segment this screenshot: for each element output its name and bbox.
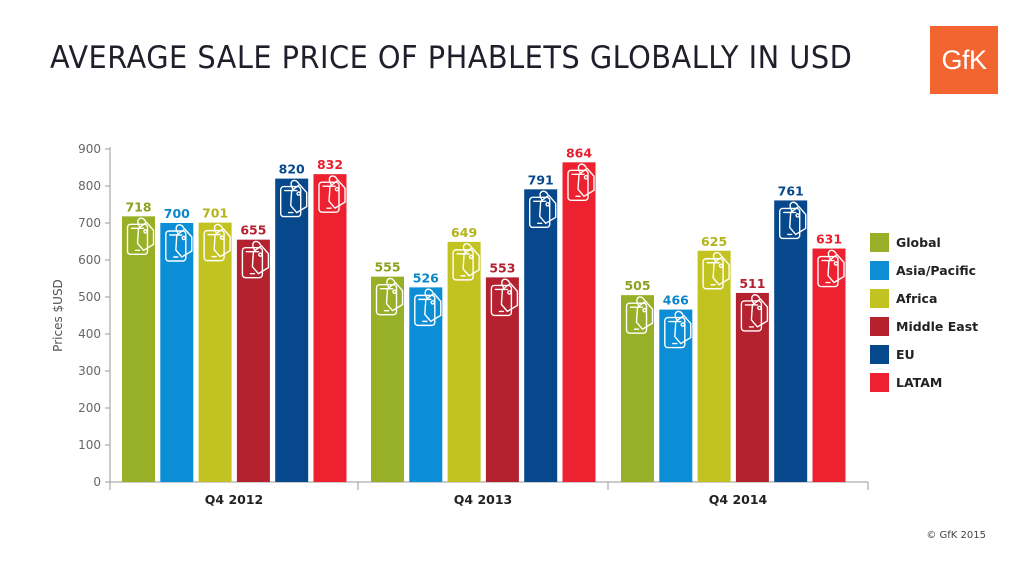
chart-title: AVERAGE SALE PRICE OF PHABLETS GLOBALLY … (50, 40, 853, 76)
bar-value-label: 505 (624, 278, 650, 293)
bar-value-label: 631 (816, 232, 842, 247)
bar-middle-east (236, 239, 270, 482)
gfk-logo-text: GfK (941, 44, 987, 75)
bar-eu (774, 200, 808, 482)
bar-latam (562, 162, 596, 482)
legend-item: LATAM (870, 372, 978, 393)
y-tick-label: 200 (78, 401, 101, 415)
x-category-label: Q4 2014 (709, 492, 768, 507)
phone-price-tag-icon (490, 278, 519, 317)
phone-price-tag-icon (241, 240, 270, 279)
legend-label: EU (896, 347, 915, 362)
x-category-label: Q4 2012 (205, 492, 263, 507)
phone-price-tag-icon (280, 179, 308, 218)
bar-value-label: 553 (489, 260, 515, 275)
legend-item: Asia/Pacific (870, 260, 978, 281)
bar-value-label: 761 (778, 183, 804, 198)
phone-price-tag-icon (529, 190, 557, 229)
chart-legend: Global Asia/Pacific Africa Middle East EU LAT… (870, 232, 978, 400)
x-category-label: Q4 2013 (454, 492, 512, 507)
bar-eu (275, 178, 309, 482)
bar-africa (447, 241, 481, 482)
y-tick-label: 600 (78, 253, 101, 267)
bar-value-label: 820 (279, 162, 305, 177)
legend-swatch (870, 289, 889, 308)
legend-item: EU (870, 344, 978, 365)
bar-value-label: 864 (566, 145, 592, 160)
bar-value-label: 625 (701, 234, 727, 249)
bar-value-label: 555 (374, 260, 400, 275)
bar-value-label: 466 (663, 293, 689, 308)
legend-label: LATAM (896, 375, 943, 390)
legend-label: Middle East (896, 319, 979, 334)
legend-label: Global (896, 235, 941, 250)
bar-latam (313, 174, 347, 482)
y-tick-label: 700 (78, 216, 101, 230)
phone-price-tag-icon (817, 249, 845, 288)
bar-eu (524, 189, 558, 482)
legend-swatch (870, 373, 889, 392)
phone-price-tag-icon (779, 201, 807, 240)
legend-swatch (870, 317, 889, 336)
phone-price-tag-icon (625, 296, 654, 334)
bar-value-label: 526 (413, 270, 439, 285)
phone-price-tag-icon (740, 294, 769, 332)
phone-price-tag-icon (165, 224, 193, 262)
phone-price-tag-icon (414, 288, 442, 327)
phone-price-tag-icon (318, 175, 346, 213)
legend-label: Africa (896, 291, 938, 306)
phone-price-tag-icon (452, 243, 480, 281)
bar-value-label: 791 (528, 172, 554, 187)
phone-price-tag-icon (702, 251, 730, 290)
gfk-logo: GfK (930, 26, 998, 94)
y-tick-label: 400 (78, 327, 101, 341)
phone-price-tag-icon (203, 223, 231, 262)
bar-africa (198, 222, 232, 482)
phone-price-tag-icon (567, 163, 595, 202)
y-tick-label: 900 (78, 142, 101, 156)
bar-value-label: 700 (164, 206, 190, 221)
y-tick-label: 300 (78, 364, 101, 378)
bar-asia-pacific (160, 223, 194, 482)
bar-value-label: 649 (451, 225, 477, 240)
legend-label: Asia/Pacific (896, 263, 977, 278)
copyright-notice: © GfK 2015 (926, 530, 986, 541)
y-tick-label: 800 (78, 179, 101, 193)
legend-swatch (870, 345, 889, 364)
bar-value-label: 718 (125, 199, 151, 214)
bar-value-label: 655 (240, 223, 266, 238)
phone-price-tag-icon (126, 217, 155, 256)
bar-value-label: 511 (739, 276, 765, 291)
legend-swatch (870, 261, 889, 280)
y-tick-label: 0 (93, 475, 101, 489)
legend-swatch (870, 233, 889, 252)
y-axis-title: Prices $USD (51, 279, 65, 352)
bar-value-label: 701 (202, 206, 228, 221)
legend-item: Global (870, 232, 978, 253)
y-tick-label: 500 (78, 290, 101, 304)
legend-item: Africa (870, 288, 978, 309)
bar-value-label: 832 (317, 157, 343, 172)
legend-item: Middle East (870, 316, 978, 337)
y-tick-label: 100 (78, 438, 101, 452)
bar-global (122, 216, 155, 482)
phone-price-tag-icon (664, 310, 692, 349)
bar-latam (812, 248, 846, 482)
phone-price-tag-icon (375, 277, 404, 316)
